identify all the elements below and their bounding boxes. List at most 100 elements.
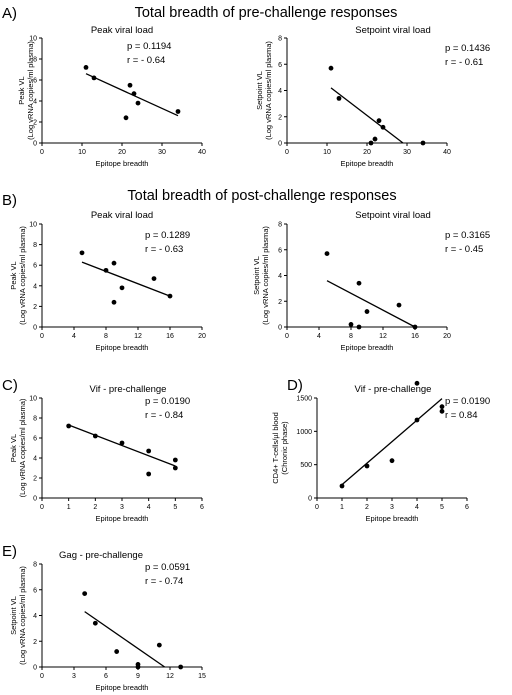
y-tick-label: 10 <box>29 222 37 229</box>
regression-line <box>81 261 171 297</box>
data-point <box>376 118 382 124</box>
data-point <box>92 433 98 439</box>
x-tick-label: 4 <box>415 504 419 511</box>
data-point <box>131 91 137 97</box>
y-axis-label: (Log vRNA copies/ml plasma) <box>264 41 273 140</box>
y-tick-label: 6 <box>278 247 282 254</box>
data-point <box>412 324 418 330</box>
x-axis-label: Epitope breadth <box>96 514 149 523</box>
x-tick-label: 3 <box>120 504 124 511</box>
regression-line <box>341 398 443 486</box>
x-tick-label: 30 <box>403 149 411 156</box>
y-axis-label: CD4+ T-cells/µl blood <box>271 412 280 484</box>
r-value: r = - 0.64 <box>127 55 165 66</box>
p-value: p = 0.0190 <box>445 396 490 407</box>
x-tick-label: 3 <box>390 504 394 511</box>
data-point <box>146 471 152 477</box>
chart-E: E) Gag - pre-challenge 0 3 6 9 12 15 0 2 4 6 8 Epitop… <box>2 543 206 692</box>
data-point <box>348 322 354 327</box>
x-tick-label: 1 <box>67 504 71 511</box>
x-tick-label: 4 <box>147 504 151 511</box>
x-tick-label: 16 <box>411 333 419 340</box>
x-tick-label: 2 <box>93 504 97 511</box>
chart-title: Peak viral load <box>91 210 153 221</box>
y-tick-label: 2 <box>33 476 37 483</box>
y-axis-label: (Log vRNA copies/ml plasma) <box>18 226 27 325</box>
data-point <box>339 483 345 489</box>
data-point <box>172 465 178 471</box>
x-tick-label: 0 <box>40 333 44 340</box>
y-tick-label: 0 <box>308 496 312 503</box>
y-tick-label: 10 <box>29 36 37 43</box>
x-tick-label: 6 <box>104 673 108 680</box>
p-value: p = 0.0591 <box>145 562 190 573</box>
x-tick-label: 20 <box>443 333 451 340</box>
y-tick-label: 0 <box>33 496 37 503</box>
data-point <box>146 448 152 454</box>
data-point <box>156 642 162 648</box>
chart-title: Peak viral load <box>91 25 153 36</box>
data-point <box>135 664 141 670</box>
data-point <box>389 458 395 464</box>
x-tick-label: 20 <box>118 149 126 156</box>
chart-D: D) Vif - pre-challenge 0 1 2 3 4 5 6 0 500 1000 1500… <box>271 377 490 523</box>
data-point <box>324 251 330 257</box>
y-tick-label: 4 <box>33 456 37 463</box>
x-tick-label: 5 <box>173 504 177 511</box>
data-point <box>83 65 89 70</box>
x-axis-label: Epitope breadth <box>341 159 394 168</box>
p-value: p = 0.1194 <box>127 41 171 52</box>
chart-title: Vif - pre-challenge <box>355 384 432 395</box>
y-tick-label: 6 <box>33 587 37 594</box>
p-value: p = 0.0190 <box>145 396 190 407</box>
data-point <box>82 591 88 597</box>
chart-title: Vif - pre-challenge <box>90 384 167 395</box>
data-point <box>356 280 362 286</box>
x-tick-label: 9 <box>136 673 140 680</box>
y-tick-label: 8 <box>33 57 37 64</box>
y-tick-label: 2 <box>33 639 37 646</box>
y-tick-label: 4 <box>278 88 282 95</box>
regression-line <box>330 87 404 144</box>
y-tick-label: 0 <box>33 665 37 672</box>
panel-letter: D) <box>287 377 303 394</box>
section-a-letter: A) <box>2 5 17 22</box>
y-tick-label: 1500 <box>296 396 312 403</box>
y-tick-label: 1000 <box>296 429 312 436</box>
x-tick-label: 4 <box>72 333 76 340</box>
data-point <box>396 302 402 308</box>
p-value: p = 0.1289 <box>145 230 190 241</box>
data-point <box>178 664 184 670</box>
y-tick-label: 0 <box>278 325 282 332</box>
section-b-header: B) Total breadth of post-challenge respo… <box>2 188 397 209</box>
data-point <box>368 140 374 146</box>
regression-line <box>68 424 176 467</box>
section-a-title: Total breadth of pre-challenge responses <box>135 5 398 21</box>
data-point <box>151 276 157 281</box>
panel-letter: C) <box>2 377 18 394</box>
x-tick-label: 0 <box>40 504 44 511</box>
y-tick-label: 500 <box>300 462 312 469</box>
y-tick-label: 8 <box>33 416 37 423</box>
chart-B-setpoint: Setpoint viral load 0 4 8 12 16 20 0 2 4 6 8 Epitope… <box>252 210 490 352</box>
data-point <box>420 140 426 146</box>
x-tick-label: 30 <box>158 149 166 156</box>
chart-title: Setpoint viral load <box>355 210 431 221</box>
y-tick-label: 2 <box>278 299 282 306</box>
panel-letter: E) <box>2 543 17 560</box>
x-tick-label: 0 <box>40 673 44 680</box>
r-value: r = - 0.74 <box>145 576 183 587</box>
data-point <box>328 65 334 71</box>
x-tick-label: 1 <box>340 504 344 511</box>
r-value: r = - 0.63 <box>145 244 183 255</box>
data-point <box>172 457 178 463</box>
y-tick-label: 0 <box>278 141 282 148</box>
data-point <box>103 267 109 273</box>
y-tick-label: 2 <box>33 304 37 311</box>
x-tick-label: 8 <box>104 333 108 340</box>
data-point <box>135 100 141 106</box>
y-axis-label: Setpoint VL <box>255 71 264 110</box>
y-tick-label: 8 <box>278 36 282 43</box>
y-axis-label: Peak VL <box>17 76 26 104</box>
